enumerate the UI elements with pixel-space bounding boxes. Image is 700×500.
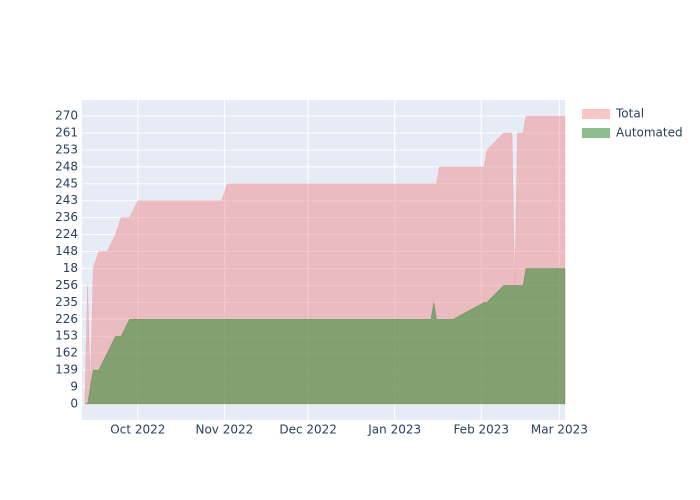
y-tick-label: 224 [55, 227, 78, 241]
x-tick-label: Jan 2023 [367, 423, 421, 437]
area [84, 268, 566, 405]
x-tick-label: Oct 2022 [110, 423, 165, 437]
legend-label: Total [615, 107, 644, 121]
x-tick-label: Mar 2023 [531, 423, 588, 437]
y-tick-label: 235 [55, 295, 78, 309]
y-tick-label: 226 [55, 312, 78, 326]
legend-swatch [582, 128, 610, 138]
y-tick-label: 153 [55, 329, 78, 343]
y-tick-label: 148 [55, 244, 78, 258]
y-tick-label: 0 [70, 396, 78, 410]
legend-label: Automated [616, 126, 683, 140]
y-tick-label: 18 [63, 261, 78, 275]
x-tick-label: Dec 2022 [279, 423, 337, 437]
y-tick-label: 253 [55, 142, 78, 156]
y-tick-label: 162 [55, 346, 78, 360]
y-tick-label: 139 [55, 363, 78, 377]
y-tick-label: 270 [55, 109, 78, 123]
y-tick-label: 256 [55, 278, 78, 292]
x-tick-label: Feb 2023 [453, 423, 509, 437]
y-tick-label: 245 [55, 176, 78, 190]
y-tick-label: 261 [55, 126, 78, 140]
y-tick-label: 236 [55, 210, 78, 224]
x-tick-label: Nov 2022 [195, 423, 253, 437]
y-tick-label: 248 [55, 159, 78, 173]
y-tick-label: 243 [55, 193, 78, 207]
legend-swatch [582, 109, 610, 119]
y-tick-label: 9 [70, 379, 78, 393]
